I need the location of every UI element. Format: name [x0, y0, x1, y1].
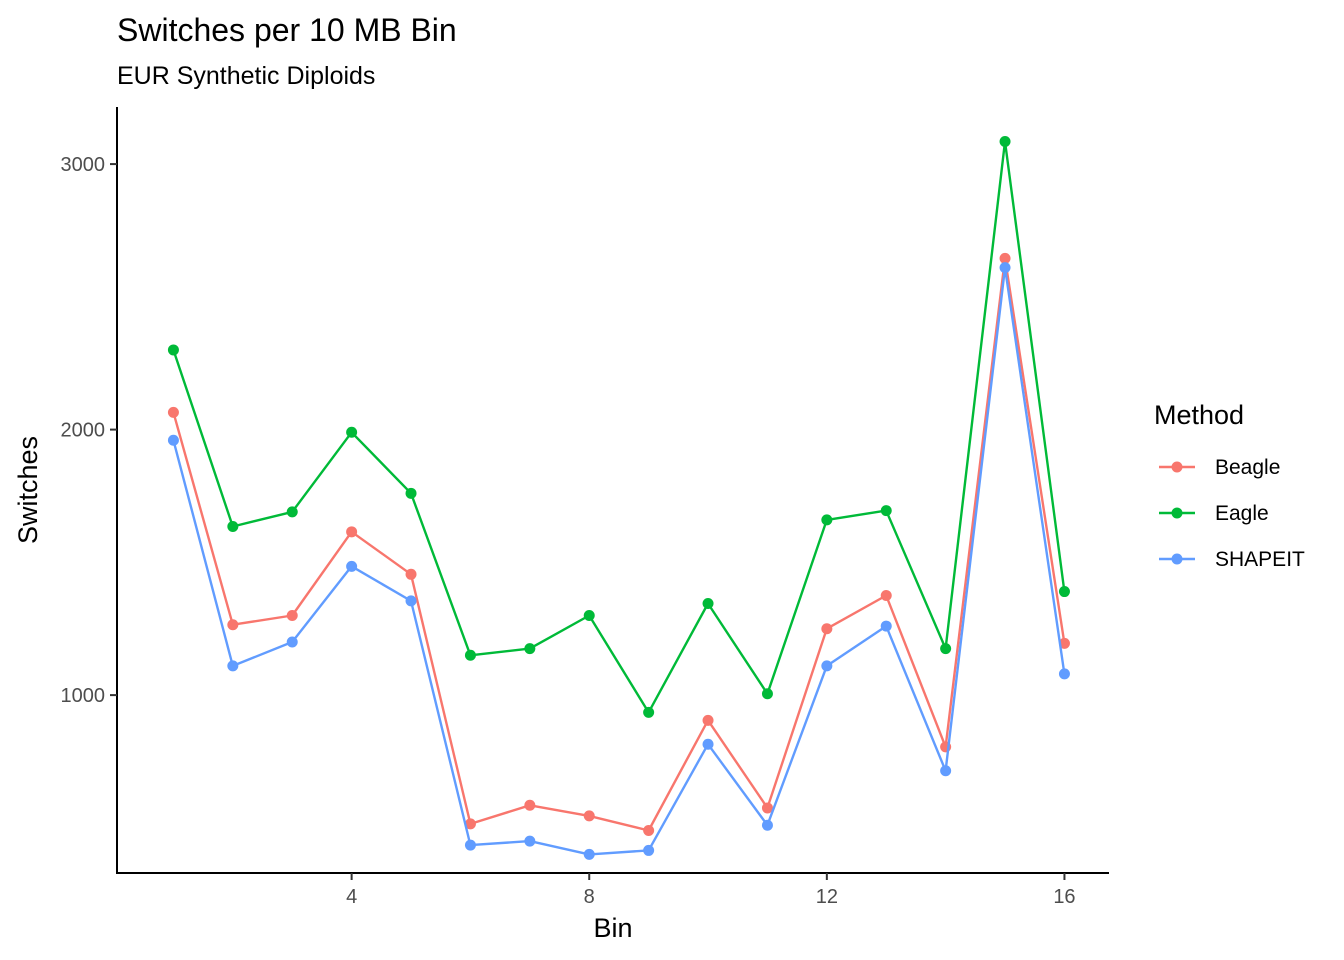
data-point-beagle — [821, 623, 833, 635]
legend-item-eagle: Eagle — [1159, 502, 1269, 525]
data-point-beagle — [286, 609, 298, 621]
data-point-eagle — [227, 521, 239, 533]
legend: Method Beagle Eagle SHAPEIT — [1154, 400, 1305, 571]
data-point-beagle — [583, 810, 595, 822]
data-point-beagle — [999, 252, 1011, 264]
y-axis-title: Switches — [13, 436, 43, 544]
data-point-shapeit — [405, 595, 417, 607]
legend-title: Method — [1154, 400, 1244, 430]
legend-key-point — [1171, 461, 1183, 473]
series-shapeit — [167, 262, 1070, 860]
data-point-shapeit — [702, 738, 714, 750]
data-point-beagle — [761, 802, 773, 814]
data-point-beagle — [880, 590, 892, 602]
data-point-shapeit — [346, 560, 358, 572]
series-line-eagle — [172, 140, 1066, 714]
series-beagle — [167, 252, 1070, 837]
data-point-shapeit — [1058, 668, 1070, 680]
series-line-beagle — [172, 257, 1066, 832]
x-tick-label: 4 — [346, 886, 357, 908]
series-eagle — [167, 136, 1070, 718]
y-axis-ticks: 1000 2000 3000 — [61, 154, 117, 707]
data-point-beagle — [702, 714, 714, 726]
legend-key-point — [1171, 553, 1183, 565]
data-point-shapeit — [643, 844, 655, 856]
data-point-shapeit — [167, 434, 179, 446]
data-point-shapeit — [940, 765, 952, 777]
y-tick-label: 2000 — [61, 420, 106, 442]
data-point-beagle — [405, 568, 417, 580]
chart-subtitle: EUR Synthetic Diploids — [117, 62, 375, 90]
data-point-shapeit — [761, 819, 773, 831]
data-point-shapeit — [999, 262, 1011, 274]
data-point-shapeit — [524, 835, 536, 847]
legend-label: Beagle — [1215, 456, 1280, 479]
data-point-eagle — [464, 649, 476, 661]
legend-key-point — [1171, 507, 1183, 519]
series-line-shapeit — [172, 266, 1066, 856]
data-point-eagle — [1058, 586, 1070, 598]
x-tick-label: 16 — [1053, 886, 1075, 908]
legend-label: SHAPEIT — [1215, 548, 1305, 571]
x-axis-title: Bin — [593, 913, 632, 943]
x-tick-label: 12 — [816, 886, 838, 908]
data-point-eagle — [940, 643, 952, 655]
data-point-beagle — [167, 406, 179, 418]
data-point-eagle — [346, 426, 358, 438]
legend-label: Eagle — [1215, 502, 1269, 525]
data-point-shapeit — [227, 660, 239, 672]
data-point-shapeit — [464, 839, 476, 851]
chart-title: Switches per 10 MB Bin — [117, 12, 457, 48]
data-point-eagle — [583, 609, 595, 621]
data-point-shapeit — [583, 848, 595, 860]
data-point-eagle — [167, 344, 179, 356]
y-tick-label: 3000 — [61, 154, 106, 176]
data-point-beagle — [1058, 637, 1070, 649]
data-point-eagle — [821, 514, 833, 526]
data-point-eagle — [999, 136, 1011, 148]
legend-item-beagle: Beagle — [1159, 456, 1280, 479]
data-point-shapeit — [880, 620, 892, 632]
data-point-eagle — [702, 598, 714, 610]
data-point-eagle — [761, 688, 773, 700]
data-point-eagle — [524, 643, 536, 655]
data-point-beagle — [524, 799, 536, 811]
y-tick-label: 1000 — [61, 685, 106, 707]
data-point-eagle — [880, 505, 892, 517]
x-tick-label: 8 — [584, 886, 595, 908]
data-point-shapeit — [821, 660, 833, 672]
data-point-beagle — [464, 818, 476, 830]
data-point-eagle — [643, 706, 655, 718]
data-point-eagle — [405, 487, 417, 499]
data-point-shapeit — [286, 636, 298, 648]
data-point-beagle — [227, 619, 239, 631]
x-axis-ticks: 4 8 12 16 — [346, 873, 1076, 908]
legend-item-shapeit: SHAPEIT — [1159, 548, 1305, 571]
data-point-beagle — [643, 825, 655, 837]
data-point-eagle — [286, 506, 298, 518]
data-point-beagle — [346, 526, 358, 538]
plot-area — [167, 136, 1070, 860]
